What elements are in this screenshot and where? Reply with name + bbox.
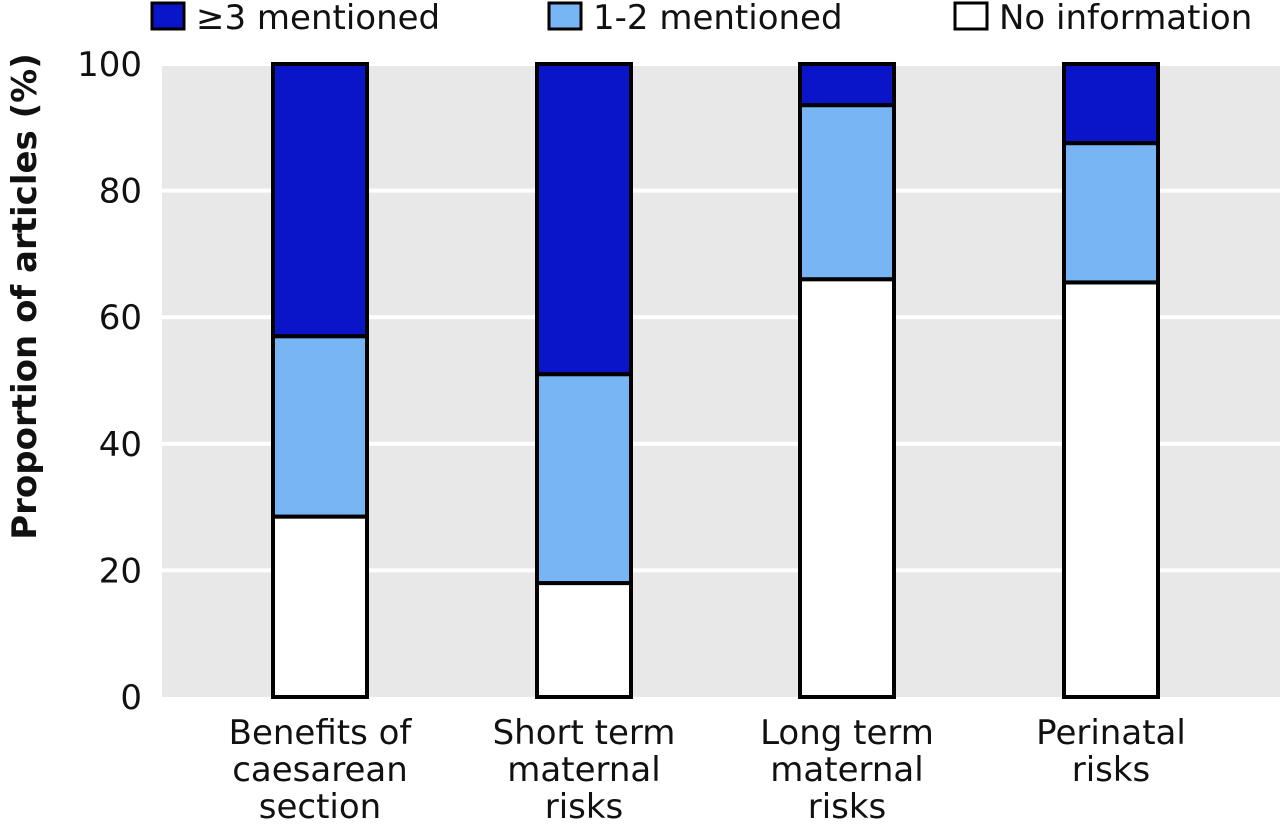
y-tick-label: 80 [99, 172, 142, 212]
legend-label: 1-2 mentioned [593, 0, 843, 38]
bar-segment [798, 277, 896, 699]
y-tick-label: 100 [77, 45, 142, 85]
bar-segment [798, 62, 896, 108]
bars [271, 62, 1160, 699]
y-tick-label: 20 [99, 551, 142, 591]
bar-segment [1062, 141, 1160, 285]
y-tick-label: 40 [99, 425, 142, 465]
legend: ≥3 mentioned 1-2 mentioned No information [150, 0, 1252, 38]
bar-segment [535, 372, 633, 586]
legend-label: ≥3 mentioned [196, 0, 440, 38]
y-tick-label: 60 [99, 298, 142, 338]
bar-segment [535, 581, 633, 699]
bar-segment [1062, 280, 1160, 699]
y-axis-ticks: 0 20 40 60 80 100 [77, 45, 142, 718]
legend-swatch [150, 1, 186, 31]
bar-segment [535, 62, 633, 377]
legend-swatch [953, 1, 989, 31]
y-axis-title: Proportion of articles (%) [5, 53, 45, 540]
legend-label: No information [999, 0, 1252, 38]
bar-segment [798, 103, 896, 282]
x-axis-labels: Benefits of caesarean section Short term mat… [229, 713, 1186, 827]
x-category-label: Benefits of caesarean section [229, 713, 413, 827]
legend-swatch [547, 1, 583, 31]
x-category-label: Long term maternal risks [760, 713, 934, 827]
y-tick-label: 0 [120, 678, 142, 718]
bar-segment [271, 62, 369, 339]
x-category-label: Perinatal risks [1036, 713, 1186, 790]
bar-segment [271, 334, 369, 519]
bar-segment [271, 514, 369, 699]
x-category-label: Short term maternal risks [493, 713, 676, 827]
bar-segment [1062, 62, 1160, 146]
